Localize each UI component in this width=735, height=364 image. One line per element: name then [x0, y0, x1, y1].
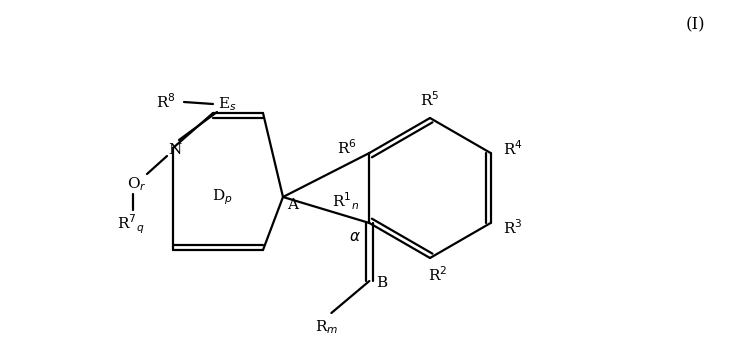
Text: O$_r$: O$_r$ [127, 175, 147, 193]
Text: N: N [168, 143, 182, 157]
Text: B: B [376, 276, 387, 290]
Text: $\alpha$: $\alpha$ [349, 230, 362, 244]
Text: R$^3$: R$^3$ [503, 219, 523, 237]
Text: R$^7$$_q$: R$^7$$_q$ [118, 212, 145, 236]
Text: A: A [287, 198, 298, 212]
Text: D$_p$: D$_p$ [212, 187, 232, 207]
Text: R$^4$: R$^4$ [503, 140, 523, 158]
Text: R$^6$: R$^6$ [337, 139, 357, 157]
Text: R$^2$: R$^2$ [429, 266, 448, 284]
Text: R$^5$: R$^5$ [420, 91, 440, 109]
Text: R$_m$: R$_m$ [315, 318, 338, 336]
Text: E$_s$: E$_s$ [218, 95, 236, 113]
Text: R$^1$$_n$: R$^1$$_n$ [332, 190, 359, 212]
Text: (I): (I) [685, 16, 705, 33]
Text: R$^8$: R$^8$ [156, 93, 176, 111]
